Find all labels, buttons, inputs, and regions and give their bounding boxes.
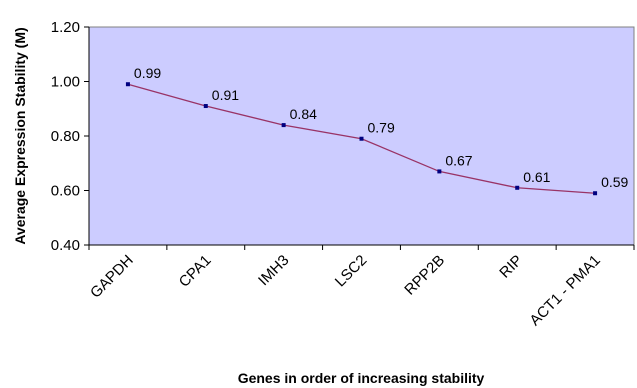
- y-tick-label: 1.00: [51, 74, 80, 91]
- data-label: 0.91: [212, 87, 239, 103]
- x-tick-label: GAPDH: [87, 252, 137, 302]
- plot-area: [88, 26, 635, 246]
- x-tick-label: CPA1: [176, 252, 215, 291]
- series-layer: [125, 82, 598, 196]
- data-point: [359, 136, 364, 141]
- data-label-layer: 0.99 0.91 0.84 0.79 0.67 0.61 0.59: [134, 65, 629, 190]
- x-axis-title: Genes in order of increasing stability: [238, 370, 485, 386]
- x-tick-label: RPP2B: [401, 252, 448, 299]
- x-tick-label: IMH3: [255, 252, 292, 289]
- data-label: 0.99: [134, 65, 161, 81]
- y-axis: 0.40 0.60 0.80 1.00 1.20: [51, 19, 90, 254]
- data-label: 0.67: [445, 152, 472, 168]
- x-tick-label: LSC2: [332, 252, 371, 291]
- data-point: [437, 169, 442, 174]
- data-point: [281, 123, 286, 128]
- data-label: 0.59: [601, 174, 628, 190]
- y-tick-label: 0.80: [51, 128, 80, 145]
- y-tick-label: 0.60: [51, 183, 80, 200]
- data-label: 0.79: [368, 120, 395, 136]
- data-point: [125, 82, 130, 87]
- x-tick-label: ACT1 - PMA1: [526, 252, 603, 329]
- x-axis: GAPDH CPA1 IMH3 LSC2 RPP2B RIP ACT1 - PMA1: [87, 244, 635, 329]
- data-label: 0.84: [290, 106, 317, 122]
- data-label: 0.61: [523, 169, 550, 185]
- y-axis-title: Average Expression Stability (M): [12, 27, 28, 244]
- data-point: [593, 191, 598, 196]
- x-tick-label: RIP: [496, 252, 526, 282]
- data-point: [515, 185, 520, 190]
- y-tick-label: 1.20: [51, 19, 80, 36]
- data-point: [203, 104, 208, 109]
- y-tick-label: 0.40: [51, 237, 80, 254]
